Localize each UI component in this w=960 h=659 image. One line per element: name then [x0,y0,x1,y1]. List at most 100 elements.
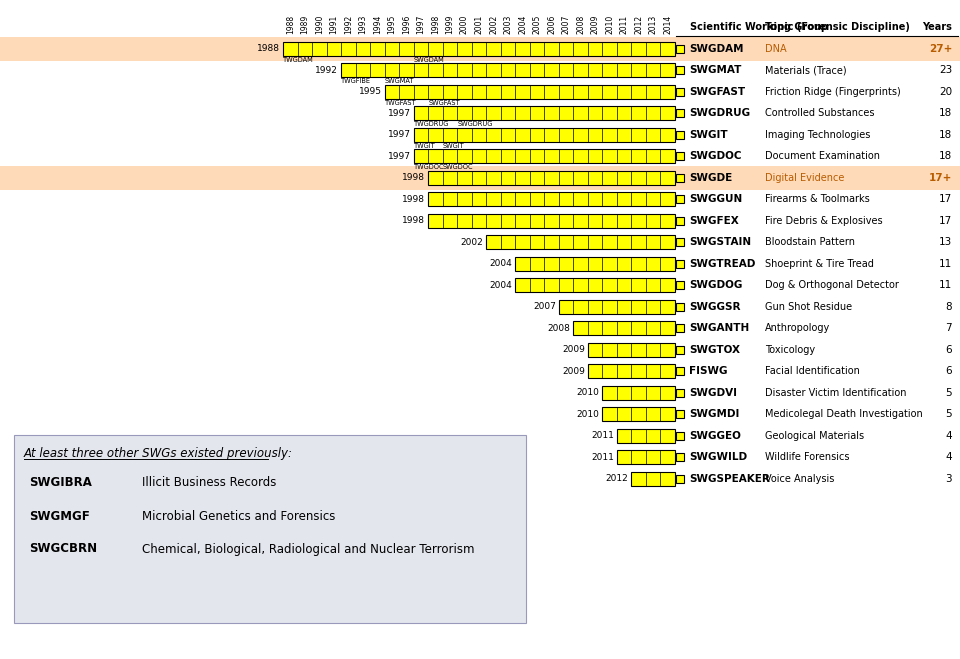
Text: 2006: 2006 [547,14,556,34]
Text: SWGIT: SWGIT [443,143,465,149]
Text: 2004: 2004 [490,281,513,290]
Text: TWGDRUG: TWGDRUG [414,121,449,127]
Text: SWGIBRA: SWGIBRA [29,476,92,490]
Text: SWGFEX: SWGFEX [689,215,739,226]
Text: SWGDOC: SWGDOC [689,152,741,161]
Text: 2004: 2004 [518,14,527,34]
Text: SWGDE: SWGDE [689,173,732,183]
Text: Bloodstain Pattern: Bloodstain Pattern [765,237,855,247]
Text: SWGDAM: SWGDAM [689,43,743,54]
Text: Digital Evidence: Digital Evidence [765,173,845,183]
Bar [588,343,675,357]
Bar [676,324,684,332]
Bar [516,278,675,292]
Text: 1989: 1989 [300,14,309,34]
Text: 2011: 2011 [591,453,614,462]
Text: 17+: 17+ [928,173,952,183]
Text: SWGDRUG: SWGDRUG [689,108,750,118]
Text: 2000: 2000 [460,14,469,34]
Text: 18: 18 [939,108,952,118]
Text: Years: Years [923,22,952,32]
Bar [573,321,675,335]
Text: 17: 17 [939,215,952,226]
Text: Scientific Working Group: Scientific Working Group [690,22,828,32]
Text: SWGMGF: SWGMGF [29,509,89,523]
Text: 2012: 2012 [606,474,629,483]
Text: 1997: 1997 [388,152,411,161]
Text: 2011: 2011 [591,431,614,440]
Text: SWGFAST: SWGFAST [428,100,460,105]
Bar [0,37,960,61]
Text: 1992: 1992 [315,66,338,74]
Text: 27+: 27+ [928,43,952,54]
Text: SWGMDI: SWGMDI [689,409,739,419]
Text: TWGDAM: TWGDAM [283,57,314,63]
Text: 1990: 1990 [315,14,324,34]
Text: 11: 11 [939,280,952,290]
Text: 2009: 2009 [562,345,585,355]
Bar [617,450,675,464]
Text: 5: 5 [946,387,952,398]
Text: 6: 6 [946,345,952,355]
Text: Dog & Orthogonal Detector: Dog & Orthogonal Detector [765,280,899,290]
Bar [676,346,684,354]
Text: 1995: 1995 [388,14,396,34]
Text: SWGDOC: SWGDOC [443,164,473,170]
Text: Gun Shot Residue: Gun Shot Residue [765,302,852,312]
Text: 2008: 2008 [547,324,570,333]
Text: 1988: 1988 [257,44,280,53]
Text: Materials (Trace): Materials (Trace) [765,65,847,75]
Text: SWGMAT: SWGMAT [689,65,741,75]
Text: At least three other SWGs existed previously:: At least three other SWGs existed previo… [24,447,293,459]
Text: 23: 23 [939,65,952,75]
Text: 6: 6 [946,366,952,376]
Text: 3: 3 [946,474,952,484]
Text: 13: 13 [939,237,952,247]
Text: SWGTOX: SWGTOX [689,345,740,355]
Text: Anthropology: Anthropology [765,324,830,333]
Text: 18: 18 [939,130,952,140]
Text: 11: 11 [939,259,952,269]
Text: 4: 4 [946,452,952,462]
Text: DNA: DNA [765,43,786,54]
Text: Topic (Forensic Discipline): Topic (Forensic Discipline) [765,22,910,32]
Text: 18: 18 [939,152,952,161]
Text: SWGSPEAKER: SWGSPEAKER [689,474,770,484]
Text: SWGDRUG: SWGDRUG [457,121,492,127]
Bar [428,192,675,206]
Text: 2003: 2003 [504,14,513,34]
Text: 2010: 2010 [577,388,599,397]
Text: Toxicology: Toxicology [765,345,815,355]
Text: Imaging Technologies: Imaging Technologies [765,130,871,140]
Bar [676,281,684,289]
Text: Shoeprint & Tire Tread: Shoeprint & Tire Tread [765,259,874,269]
Text: SWGGEO: SWGGEO [689,431,741,441]
Text: 2009: 2009 [590,14,600,34]
Bar [676,217,684,225]
Text: 1993: 1993 [358,14,368,34]
Text: 2007: 2007 [533,302,556,311]
Text: TWGFIBE: TWGFIBE [341,78,372,84]
Bar [676,260,684,268]
Text: SWGWILD: SWGWILD [689,452,747,462]
Text: Facial Identification: Facial Identification [765,366,860,376]
Bar [559,300,675,314]
Text: SWGMAT: SWGMAT [385,78,414,84]
Text: 1988: 1988 [286,15,295,34]
Bar [283,42,675,56]
Text: 2005: 2005 [533,14,541,34]
Text: Firearms & Toolmarks: Firearms & Toolmarks [765,194,870,204]
Text: 5: 5 [946,409,952,419]
Bar [676,474,684,483]
Bar [676,411,684,418]
Bar [676,67,684,74]
Bar [676,45,684,53]
Bar [676,302,684,311]
Text: FISWG: FISWG [689,366,728,376]
Text: 2002: 2002 [461,238,483,246]
Bar [588,364,675,378]
Text: 1997: 1997 [388,109,411,118]
Text: SWGGUN: SWGGUN [689,194,742,204]
Text: Illicit Business Records: Illicit Business Records [142,476,276,490]
Text: 1991: 1991 [329,14,338,34]
